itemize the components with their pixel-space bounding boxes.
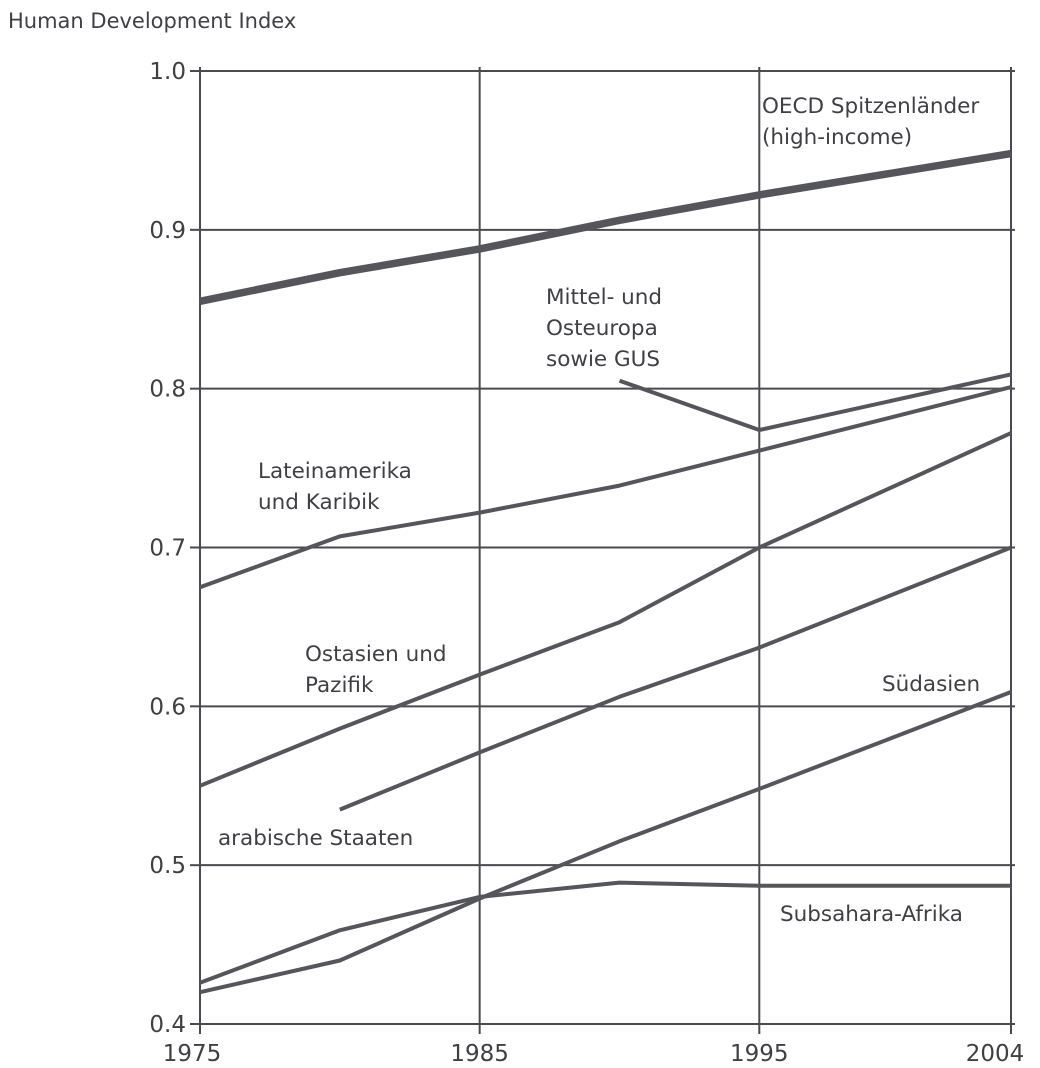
x-tick-label: 1975 xyxy=(163,1041,222,1067)
x-tick-label: 2004 xyxy=(966,1041,1025,1067)
series-label-1: sowie GUS xyxy=(546,347,660,372)
y-tick-label: 0.6 xyxy=(149,694,186,720)
series-label-3: Pazifik xyxy=(305,673,374,698)
series-line-4 xyxy=(339,545,1012,812)
x-tick-label: 1985 xyxy=(450,1041,509,1067)
series-label-5: Südasien xyxy=(882,672,980,697)
series-label-1: Mittel- und xyxy=(546,285,662,310)
tick-labels: 1.0 0.9 0.8 0.7 0.6 0.5 0.4 1975 1985 1995 2004 xyxy=(149,59,1024,1067)
series-labels: OECD Spitzenländer (high-income) Mittel- u… xyxy=(218,94,980,927)
y-tick-label: 0.4 xyxy=(149,1012,186,1038)
y-tick-label: 0.9 xyxy=(149,218,186,244)
series-line-2 xyxy=(199,385,1012,590)
series-label-3: Ostasien und xyxy=(305,642,447,667)
series-label-2: Lateinamerika xyxy=(258,459,412,484)
series-line-6 xyxy=(199,880,1011,985)
series-label-4: arabische Staaten xyxy=(218,826,413,851)
series-line-5 xyxy=(199,690,1012,995)
y-tick-label: 1.0 xyxy=(149,59,186,85)
y-tick-label: 0.8 xyxy=(149,377,186,403)
y-tick-label: 0.5 xyxy=(149,853,186,879)
series-label-0: OECD Spitzenländer xyxy=(762,94,979,119)
series-line-0 xyxy=(199,149,1012,305)
series-line-3 xyxy=(199,431,1012,788)
series-label-6: Subsahara-Afrika xyxy=(780,902,963,927)
grid xyxy=(190,67,1015,1034)
y-tick-label: 0.7 xyxy=(149,536,186,562)
series-layer xyxy=(199,149,1012,995)
series-label-0: (high-income) xyxy=(762,125,912,150)
series-label-2: und Karibik xyxy=(258,490,380,515)
series-label-1: Osteuropa xyxy=(546,316,658,341)
x-tick-label: 1995 xyxy=(730,1041,789,1067)
y-axis-title: Human Development Index xyxy=(8,9,297,33)
series-line-1 xyxy=(618,372,1012,432)
